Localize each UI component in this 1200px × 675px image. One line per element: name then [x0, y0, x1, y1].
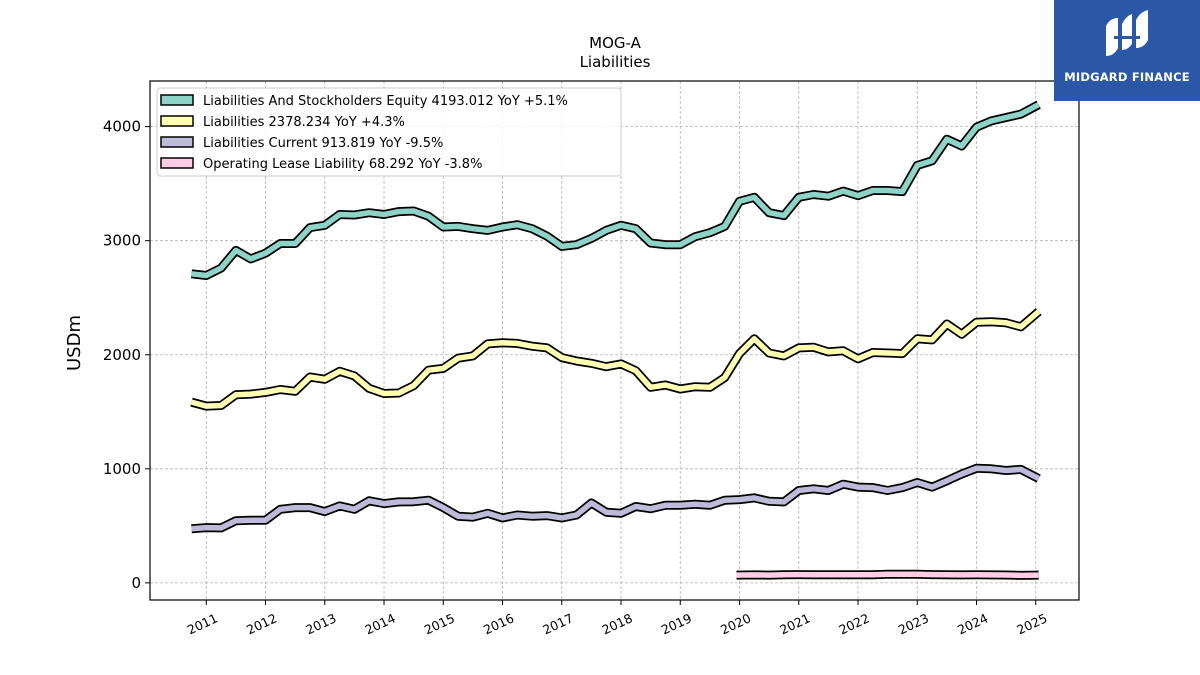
chart-subtitle: Liabilities — [580, 53, 651, 71]
legend-swatch-1 — [160, 115, 194, 127]
logo-text: MIDGARD FINANCE — [1064, 70, 1190, 84]
y-tick-label: 1000 — [103, 460, 141, 478]
legend-swatch-3 — [160, 157, 194, 169]
x-tick-label: 2025 — [1014, 610, 1049, 637]
x-tick-label: 2017 — [540, 610, 575, 637]
plot-frame — [149, 80, 1080, 601]
x-tick-label: 2018 — [600, 610, 635, 637]
legend-label-0: Liabilities And Stockholders Equity 4193… — [203, 94, 568, 109]
series-layer — [190, 100, 1042, 580]
legend-swatch-0 — [160, 94, 194, 106]
series-outline-1 — [190, 308, 1042, 411]
x-tick-label: 2016 — [481, 610, 516, 637]
y-tick-label: 2000 — [103, 346, 141, 364]
chart-title: MOG-A — [589, 34, 641, 52]
y-axis-label: USDm — [64, 315, 85, 371]
x-tick-label: 2014 — [363, 610, 398, 637]
series-line-2 — [191, 465, 1040, 532]
logo-mark-icon — [1106, 10, 1148, 56]
series-outline-2 — [191, 463, 1041, 534]
x-tick-label: 2020 — [718, 610, 753, 637]
series-line-1 — [190, 309, 1041, 409]
y-tick-label: 3000 — [103, 232, 141, 250]
legend-label-3: Operating Lease Liability 68.292 YoY -3.… — [203, 157, 482, 172]
legend-swatch-2 — [160, 136, 194, 148]
x-tick-label: 2022 — [837, 610, 872, 637]
x-tick-label: 2023 — [896, 610, 931, 637]
y-tick-label: 4000 — [103, 118, 141, 136]
x-tick-label: 2021 — [777, 610, 812, 637]
y-tick-label: 0 — [131, 574, 141, 592]
legend-label-2: Liabilities Current 913.819 YoY -9.5% — [203, 136, 443, 151]
x-tick-label: 2011 — [185, 610, 220, 637]
x-tick-label: 2024 — [955, 610, 990, 637]
x-tick-label: 2013 — [303, 610, 338, 637]
axes: 2011 2012 2013 2014 2015 2016 2017 2018 2019 2020… — [103, 118, 1050, 638]
x-tick-label: 2019 — [659, 610, 694, 637]
legend: Liabilities And Stockholders Equity 4193… — [156, 87, 622, 177]
x-tick-label: 2015 — [422, 610, 457, 637]
series-line-0 — [191, 102, 1040, 279]
series-line-3 — [736, 571, 1039, 579]
legend-box — [156, 87, 622, 177]
x-tick-label: 2012 — [244, 610, 279, 637]
midgard-finance-logo: MIDGARD FINANCE — [1054, 0, 1200, 101]
legend-label-1: Liabilities 2378.234 YoY +4.3% — [203, 115, 405, 130]
